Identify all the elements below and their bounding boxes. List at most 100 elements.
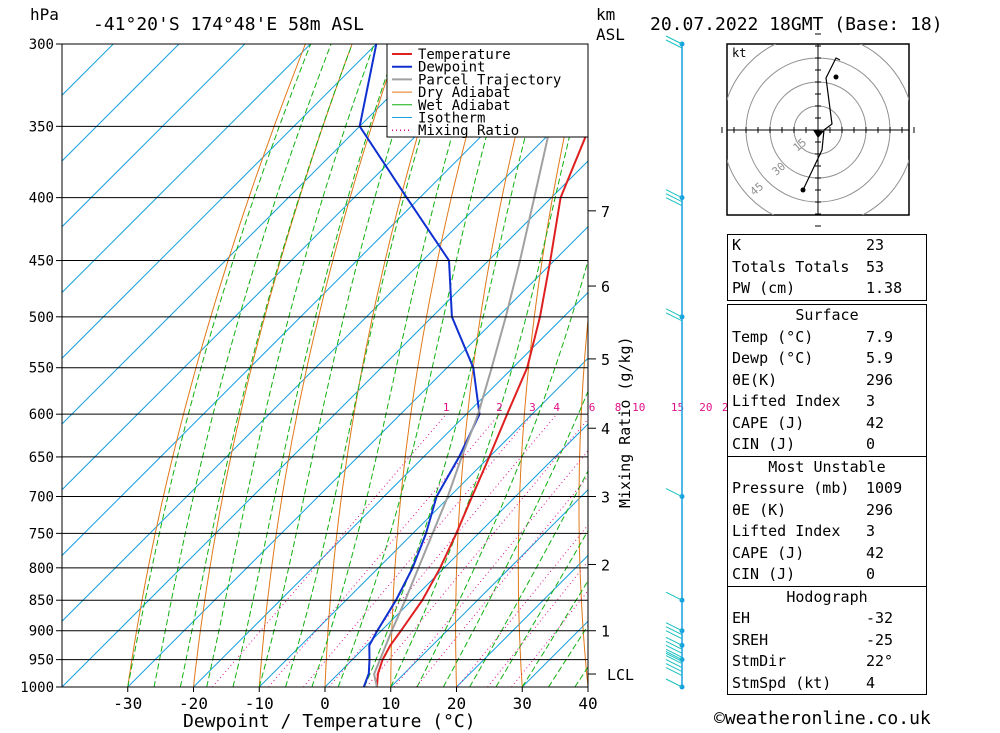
legend-box [386,43,589,138]
wet-adiabat-line [469,469,588,687]
x-tick-label: -10 [245,694,274,713]
dry-adiabat-line [193,44,353,687]
hodo-row: EH -32 [732,609,894,627]
surface-title: Surface [795,306,859,324]
pressure-tick-label: 650 [29,450,54,466]
isotherm-line [62,44,246,228]
km-tick-label: 4 [601,420,610,438]
isotherm-line [62,44,311,294]
isotherm-line [62,94,588,622]
isotherm-line [62,44,180,162]
km-tick-label: 7 [601,203,610,221]
mixing-ratio-label: 6 [589,401,596,414]
x-tick-label: 10 [381,694,400,713]
index-row: Totals Totals 53 [732,257,885,276]
index-row: K 23 [732,236,885,254]
mu-row: Pressure (mb) 1009 [732,479,903,497]
hodograph-trace [802,57,841,191]
lcl-label: LCL [607,666,634,684]
wet-adiabat-line [153,44,332,687]
wind-barb [665,678,683,688]
legend-label: Mixing Ratio [418,123,519,139]
km-tick-label: 5 [601,351,610,369]
wet-adiabat-line [311,44,480,687]
mixing-ratio-label: 15 [671,401,684,414]
pressure-tick-label: 900 [29,624,54,640]
location-title: -41°20'S 174°48'E 58m ASL [93,14,364,35]
pressure-tick-label: 500 [29,310,54,326]
x-tick-label: 40 [578,694,597,713]
x-axis-label: Dewpoint / Temperature (°C) [183,711,476,732]
wind-barb [665,655,683,665]
x-tick-label: -20 [179,694,208,713]
pressure-tick-label: 800 [29,561,54,577]
wind-barb [665,488,683,497]
surface-row: Dewp (°C) 5.9 [732,349,894,367]
isotherm-line [456,554,588,687]
legend-label: Dewpoint [418,60,485,76]
km-tick-label: 1 [601,623,610,641]
km-tick-label: 6 [601,278,610,296]
hodograph-table-title: Hodograph [786,587,868,606]
pressure-tick-label: 550 [29,361,54,377]
dry-adiabat-line [638,44,679,687]
pressure-tick-label: 400 [29,191,54,207]
wind-barb [665,640,683,650]
pressure-tick-label: 300 [29,37,54,53]
wet-adiabat-line [442,390,588,687]
footer-credit: ©weatheronline.co.uk [714,708,931,729]
isotherm-line [324,423,588,687]
isotherm-line [62,44,377,359]
km-tick-label: 3 [601,489,610,507]
wind-barb [665,591,683,601]
mixing-ratio-line [303,413,533,687]
y2-axis-label: Mixing Ratio (g/kg) [616,336,634,508]
wind-barb [665,622,683,632]
hodo-row: StmDir 22° [732,652,894,670]
mixing-ratio-label: 2 [496,401,503,414]
hodo-row: StmSpd (kt) 4 [732,673,876,692]
legend-label: Temperature [418,47,511,63]
index-row: PW (cm) 1.38 [732,279,903,297]
unit-hpa: hPa [30,5,59,24]
dry-adiabat-line [956,44,1000,687]
wind-barb [665,648,683,658]
wind-barb [665,626,683,636]
wind-barb [665,197,683,207]
wind-barb [665,636,683,646]
wind-barb [665,659,683,669]
wind-barb [665,630,683,640]
hodo-row: SREH -25 [732,630,894,649]
wet-adiabat-line [337,44,513,687]
mixing-ratio-line [487,560,588,687]
isotherm-line [62,44,114,96]
mu-row: Lifted Index 3 [732,522,876,540]
mu-row: CAPE (J) 42 [732,543,885,562]
indices-table: K 23 Totals Totals 53 PW (cm) 1.38 [727,234,927,301]
surface-row: Temp (°C) 7.9 [732,327,894,346]
wind-barb [665,652,683,662]
mixing-ratio-line [393,449,588,687]
surface-table: Surface Temp (°C) 7.9 Dewp (°C) 5.9 θE(K) 2… [727,304,927,695]
dry-adiabat-line [127,44,306,687]
pressure-tick-label: 700 [29,490,54,506]
x-tick-label: 20 [447,694,466,713]
isotherm-line [390,489,588,687]
wind-barb [665,663,683,673]
pressure-tick-label: 350 [29,119,54,135]
legend-label: Parcel Trajectory [418,72,561,88]
legend-label: Wet Adiabat [418,98,511,114]
mixing-ratio-label: 8 [615,401,622,414]
wind-barb [665,651,683,661]
hodograph-point [800,187,806,193]
unit-asl: ASL [596,25,625,44]
unit-km: km [596,5,615,24]
wet-adiabat-line [495,529,588,687]
mixing-ratio-label: 3 [529,401,536,414]
mu-row: CIN (J) 0 [732,565,876,583]
mixing-ratio-line [366,418,588,687]
legend-label: Isotherm [418,111,485,127]
isotherm-line [62,44,509,491]
mixing-ratio-label: 10 [632,401,645,414]
